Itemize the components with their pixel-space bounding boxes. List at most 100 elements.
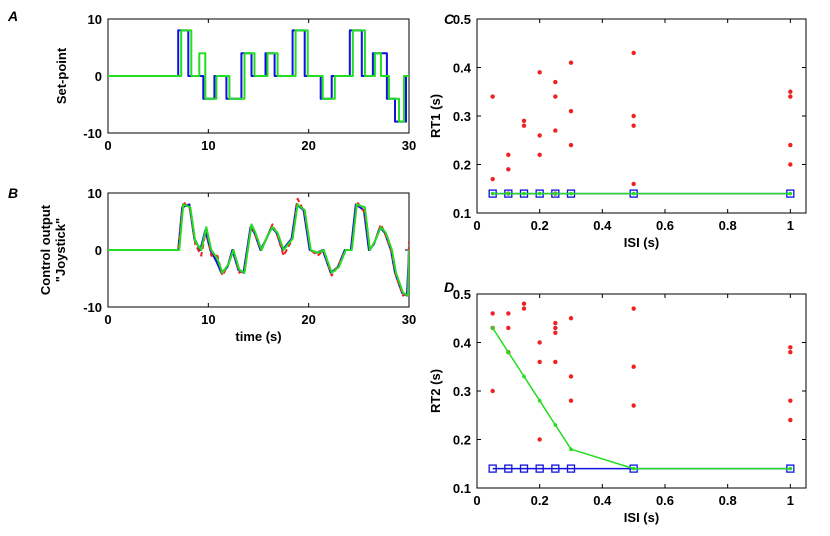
series-marker-dot [631,191,636,196]
x-tick-label: 0.8 [719,218,737,233]
x-tick-label: 20 [301,312,315,327]
series-marker-dot [490,191,495,196]
y-tick-label: 0.2 [453,158,471,173]
panel-label: D [444,279,454,295]
y-tick-label: -10 [83,300,102,315]
scatter-point [788,162,793,167]
scatter-point [788,398,793,403]
y-tick-label: 0.5 [453,287,471,302]
y-tick-label: 10 [88,186,102,201]
y-tick-label: 10 [88,12,102,27]
plot-frame [476,18,807,214]
x-tick-label: 0.4 [593,493,612,508]
series-marker-dot [553,423,558,427]
scatter-point [631,181,636,187]
x-tick-label: 10 [201,138,215,153]
y-axis-label: RT2 (s) [428,369,443,413]
series-marker-square [488,464,497,473]
x-tick-label: 0.2 [531,218,549,233]
scatter-point [788,350,793,355]
y-tick-label: 0.1 [453,481,471,496]
series-marker-dot [537,191,542,196]
x-tick-label: 1 [787,493,794,508]
series-marker-square [566,464,576,473]
scatter-point [631,123,636,128]
y-tick-label: 0.1 [453,206,471,221]
x-tick-label: 0.2 [531,493,549,508]
x-tick-label: 0.8 [719,493,737,508]
scatter-point [537,359,542,365]
scatter-point [506,167,511,172]
scatter-point [553,325,558,331]
x-tick-label: 10 [201,312,215,327]
series-marker-dot [506,350,511,355]
scatter-point [568,398,574,403]
scatter-point [568,108,574,114]
x-axis-label: ISI (s) [624,235,659,250]
y-axis-label-line2: "Joystick" [53,218,68,282]
scatter-point [553,94,558,99]
plot-data [108,29,409,123]
y-tick-label: 0.2 [453,433,471,448]
scatter-point [631,403,636,408]
panel-c: 0 0.2 0.4 0.6 0.8 1 0.1 0.2 0.3 0.4 0.5C ISI (s) RT1… [428,11,807,250]
series-line-cursor [108,29,409,123]
x-tick-label: 0 [104,312,111,327]
plot-data [488,301,795,473]
x-axis-label: time (s) [235,329,281,344]
scatter-point [506,152,511,157]
series-marker-dot [631,466,636,471]
series-marker-dot [788,191,793,196]
x-tick-label: 1 [787,218,794,233]
series-line-model-3 [492,327,791,470]
scatter-point [631,364,636,369]
panel-label: C [444,11,455,27]
x-tick-label: 0 [104,138,111,153]
scatter-point [537,152,542,157]
panel-d: 0 0.2 0.4 0.6 0.8 1 0.1 0.2 0.3 0.4 0.5D ISI (s) RT2… [428,279,807,525]
scatter-point [537,340,542,345]
scatter-point [788,345,793,350]
scatter-point [506,325,511,331]
scatter-point [537,70,542,75]
x-tick-label: 30 [402,312,416,327]
plot-data [108,197,409,297]
scatter-point [506,311,511,316]
series-marker-square [551,464,560,473]
series-marker-dot [788,466,793,471]
scatter-point [568,374,574,379]
series-marker-square [504,464,513,473]
series-marker-dot [522,374,526,379]
series-marker-dot [569,447,573,452]
scatter-point [490,94,495,99]
scatter-point [631,113,636,119]
scatter-point [521,306,527,311]
y-axis-label: RT1 (s) [428,94,443,138]
scatter-point [631,306,636,311]
panel-label: B [8,185,18,201]
scatter-point [490,176,495,182]
scatter-point [521,118,527,124]
y-tick-label: 0 [95,243,102,258]
scatter-point [553,128,558,133]
plot-frame [476,293,807,489]
x-tick-label: 0 [473,493,480,508]
scatter-point [788,417,793,423]
scatter-point [788,142,793,148]
scatter-point [553,79,558,85]
scatter-point [631,50,636,56]
scatter-point [521,123,527,128]
scatter-point [553,359,558,365]
scatter-point [788,94,793,99]
x-tick-label: 0.6 [656,493,674,508]
y-axis-label: Set-point [54,47,69,104]
series-marker-dot [553,191,558,196]
series-marker-dot [522,191,526,196]
scatter-point [568,316,574,321]
series-marker-dot [569,191,573,196]
x-tick-label: 0.4 [593,218,612,233]
y-tick-label: 0 [95,69,102,84]
